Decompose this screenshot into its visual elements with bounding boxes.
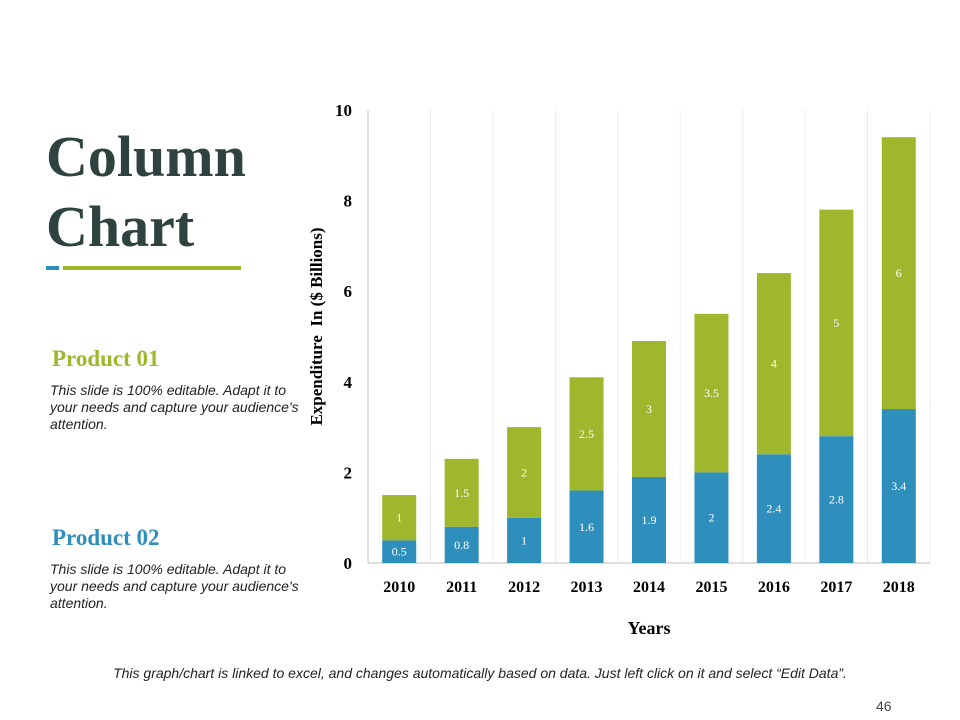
product-01-name: Product 01 — [52, 346, 160, 371]
bar-product-01 — [881, 137, 916, 409]
data-label: 2.4 — [766, 502, 781, 516]
data-label: 2.8 — [829, 493, 844, 507]
bar-product-01 — [382, 495, 417, 541]
data-label: 2.5 — [579, 427, 594, 441]
slide-title: Column Chart — [46, 122, 246, 262]
bar-product-02 — [632, 476, 666, 563]
bar-product-01 — [756, 273, 791, 455]
footer-note: This graph/chart is linked to excel, and… — [113, 665, 847, 681]
x-tick-label: 2017 — [820, 579, 852, 596]
bar-product-02 — [819, 436, 854, 563]
x-tick-label: 2010 — [383, 579, 415, 596]
bar-product-01 — [569, 377, 604, 491]
data-label: 1 — [396, 511, 402, 525]
data-label: 0.8 — [454, 538, 469, 552]
data-label: 3 — [646, 402, 652, 416]
bar-product-02 — [444, 526, 479, 563]
data-label: 6 — [896, 266, 902, 280]
x-tick-label: 2013 — [571, 579, 603, 596]
bar-product-02 — [569, 490, 604, 563]
bar-product-02 — [881, 408, 916, 563]
data-label: 2 — [521, 465, 527, 479]
x-tick-label: 2015 — [695, 579, 727, 596]
data-label: 5 — [833, 316, 839, 330]
y-tick-label: 8 — [344, 192, 353, 211]
data-label: 1.9 — [642, 513, 657, 527]
y-tick-label: 10 — [335, 101, 352, 120]
bar-product-01 — [444, 458, 479, 527]
bar-product-01 — [632, 341, 666, 477]
data-label: 1.5 — [454, 486, 469, 500]
stacked-column-chart: 0 2 4 6 8 10 0.5 1 2010 0.8 1.5 2011 1 2 2012 1.6 2.5 201… — [307, 101, 931, 638]
data-label: 2 — [708, 511, 714, 525]
page-number: 46 — [876, 698, 892, 714]
data-label: 3.5 — [704, 386, 719, 400]
bar-product-02 — [694, 472, 729, 563]
y-tick-label: 4 — [344, 373, 353, 392]
y-axis-title: Expenditure In ($ Billions) — [307, 227, 326, 425]
bar-product-02 — [507, 517, 542, 563]
y-tick-label: 0 — [344, 554, 353, 573]
product-02-description: This slide is 100% editable. Adapt it to… — [50, 561, 299, 611]
data-label: 3.4 — [891, 479, 906, 493]
product-02-name: Product 02 — [52, 525, 160, 550]
data-label: 4 — [771, 357, 777, 371]
bar-product-01 — [694, 313, 729, 473]
x-tick-label: 2018 — [883, 579, 915, 596]
x-tick-label: 2014 — [633, 579, 665, 596]
x-tick-label: 2011 — [446, 579, 477, 596]
data-label: 1 — [521, 533, 527, 547]
bar-product-01 — [819, 209, 854, 437]
x-axis-title: Years — [628, 618, 671, 638]
x-tick-label: 2016 — [758, 579, 790, 596]
bar-product-01 — [507, 427, 542, 518]
title-line-2: Chart — [46, 194, 195, 259]
title-accent-blue — [46, 266, 59, 270]
product-01-description: This slide is 100% editable. Adapt it to… — [50, 382, 299, 432]
data-label: 0.5 — [392, 545, 407, 559]
title-accent-green — [63, 266, 241, 270]
x-tick-label: 2012 — [508, 579, 540, 596]
bar-product-02 — [756, 454, 791, 563]
y-tick-label: 6 — [344, 282, 353, 301]
title-line-1: Column — [46, 124, 246, 189]
y-tick-label: 2 — [344, 463, 353, 482]
data-label: 1.6 — [579, 520, 594, 534]
bar-product-02 — [382, 540, 417, 563]
